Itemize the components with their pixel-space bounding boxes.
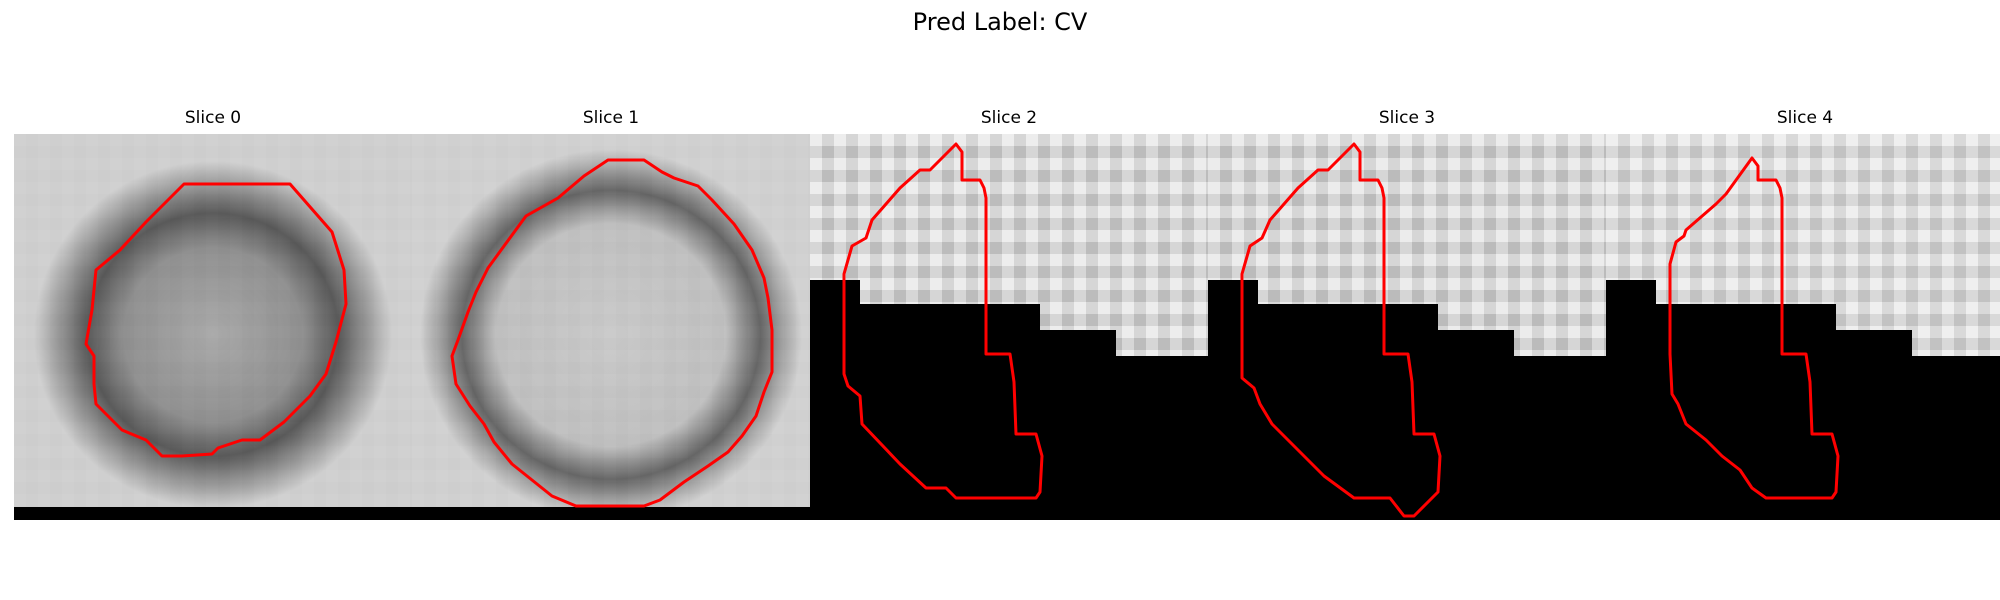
slice-image bbox=[412, 134, 810, 520]
black-bar bbox=[412, 507, 810, 520]
slice-title: Slice 0 bbox=[184, 108, 242, 128]
cell-region bbox=[14, 134, 412, 520]
slice-panel-3: Slice 3 bbox=[1208, 106, 1606, 526]
slice-title: Slice 4 bbox=[1776, 108, 1834, 128]
slice-panel-1: Slice 1 bbox=[412, 106, 810, 526]
slice-image bbox=[14, 134, 412, 520]
figure-title: Pred Label: CV bbox=[912, 8, 1088, 36]
slice-title: Slice 2 bbox=[980, 108, 1038, 128]
black-mask bbox=[810, 280, 1208, 520]
slice-panel-0: Slice 0 bbox=[14, 106, 412, 526]
slice-image bbox=[810, 134, 1208, 520]
red-contour bbox=[842, 142, 1044, 500]
red-contour bbox=[84, 182, 348, 458]
slice-image bbox=[1606, 134, 2000, 520]
slice-title: Slice 3 bbox=[1378, 108, 1436, 128]
red-contour bbox=[450, 158, 774, 508]
black-bar bbox=[14, 507, 412, 520]
red-contour bbox=[1668, 156, 1840, 500]
black-mask bbox=[1606, 280, 2000, 520]
slice-image bbox=[1208, 134, 1606, 520]
slice-panel-4: Slice 4 bbox=[1606, 106, 2000, 526]
cell-region bbox=[412, 134, 810, 520]
slice-panel-2: Slice 2 bbox=[810, 106, 1208, 526]
red-contour bbox=[1240, 142, 1442, 518]
slice-title: Slice 1 bbox=[582, 108, 640, 128]
